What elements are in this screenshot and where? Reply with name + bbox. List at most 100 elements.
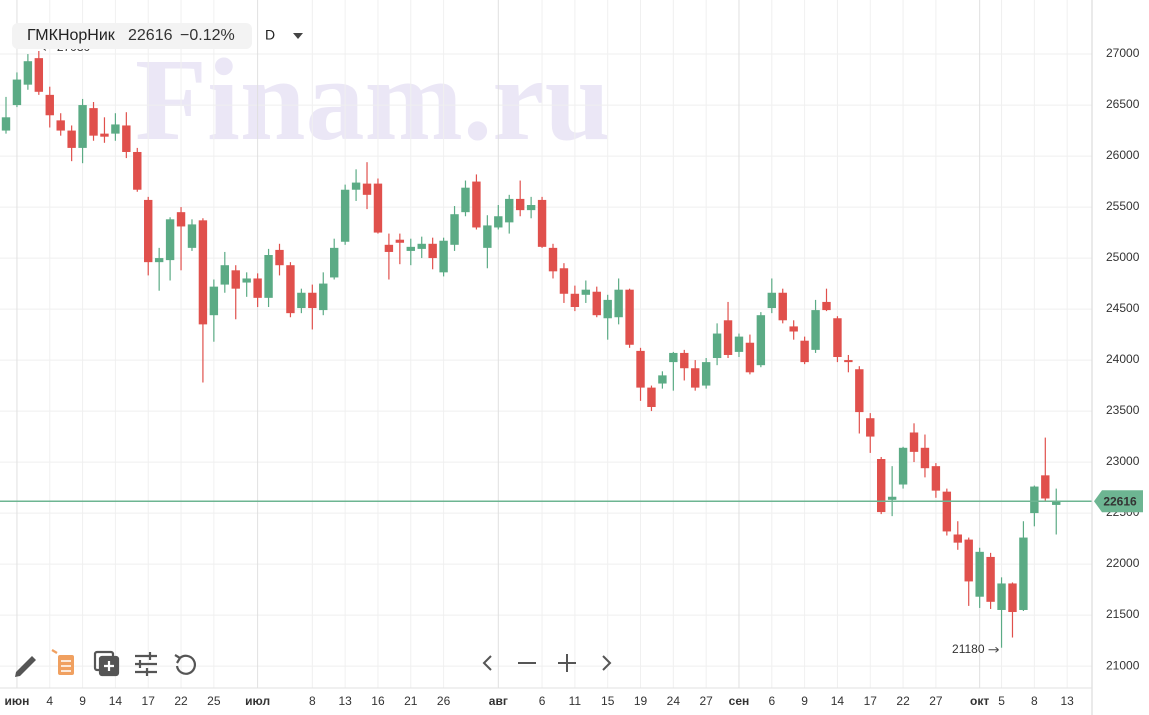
zoom-in[interactable] xyxy=(558,654,576,672)
candle-body xyxy=(1019,537,1028,610)
candle-body xyxy=(264,255,273,298)
x-tick-label: 13 xyxy=(1061,694,1075,708)
y-tick-label: 26000 xyxy=(1106,148,1140,162)
x-tick-label: авг xyxy=(489,694,508,708)
candle-body xyxy=(122,125,131,152)
candle-body xyxy=(712,333,722,359)
candle-body xyxy=(1041,475,1050,499)
x-tick-label: 27 xyxy=(929,694,943,708)
candle-body xyxy=(56,120,65,131)
ticker: ГМКНорНик xyxy=(27,27,116,44)
candle-body xyxy=(647,387,656,407)
candle-body xyxy=(964,539,973,582)
candle-body xyxy=(920,447,930,469)
candle-body xyxy=(953,534,962,543)
candle-body xyxy=(176,212,186,227)
x-tick-label: 9 xyxy=(801,694,808,708)
candle-body xyxy=(844,360,853,363)
candle-body xyxy=(548,247,558,272)
toolbar xyxy=(15,649,196,677)
candle-body xyxy=(231,270,240,289)
candle-body xyxy=(669,352,678,363)
candle-body xyxy=(340,189,350,242)
interval[interactable]: D xyxy=(265,27,275,43)
candle-body xyxy=(811,310,820,350)
min-annotation: 21180 xyxy=(952,642,985,656)
indicators-tool[interactable] xyxy=(51,649,74,675)
candle-body xyxy=(406,246,415,251)
candle-body xyxy=(144,199,153,263)
x-tick-label: 13 xyxy=(338,694,352,708)
candle-body xyxy=(319,283,328,311)
x-tick-label: сен xyxy=(729,694,750,708)
candle-body xyxy=(351,182,361,190)
candle-body xyxy=(942,491,952,532)
x-tick-label: 8 xyxy=(309,694,316,708)
candle-body xyxy=(581,289,591,295)
candle-body xyxy=(658,375,667,384)
x-tick-label: 21 xyxy=(404,694,418,708)
candle-body xyxy=(45,94,54,116)
candle-body xyxy=(767,292,776,309)
settings-tool[interactable] xyxy=(135,652,157,676)
candle-body xyxy=(898,447,908,485)
draw-tool[interactable] xyxy=(15,656,36,677)
candle-body xyxy=(78,105,87,148)
candle-body xyxy=(154,258,164,263)
candle-body xyxy=(67,130,76,148)
candle-body xyxy=(559,268,569,294)
x-tick-label: 19 xyxy=(634,694,648,708)
candle-body xyxy=(592,291,601,316)
candle-body xyxy=(330,247,339,278)
x-tick-label: 17 xyxy=(142,694,156,708)
y-tick-label: 21000 xyxy=(1106,658,1140,672)
candle-body xyxy=(603,299,612,319)
candle-body xyxy=(187,224,197,248)
candle-body xyxy=(220,265,229,285)
candle-body xyxy=(100,133,109,137)
candle-body xyxy=(701,362,711,386)
x-tick-label: 6 xyxy=(768,694,775,708)
x-tick-label: 15 xyxy=(601,694,615,708)
candle-body xyxy=(997,583,1006,610)
candle-body xyxy=(570,293,580,308)
scroll-left[interactable] xyxy=(482,655,492,671)
candle-body xyxy=(242,278,251,283)
x-tick-label: июл xyxy=(245,694,270,708)
candle-body xyxy=(734,336,744,352)
undo-tool[interactable] xyxy=(174,654,196,675)
candle-body xyxy=(395,239,405,243)
interval-dropdown[interactable] xyxy=(293,33,303,39)
candles xyxy=(0,51,1092,648)
candle-body xyxy=(887,496,897,500)
candle-body xyxy=(373,183,383,233)
price-change: −0.12% xyxy=(180,27,235,44)
candle-body xyxy=(537,199,547,247)
candle-body xyxy=(745,342,755,373)
add-chart-tool[interactable] xyxy=(93,650,120,677)
x-tick-label: 4 xyxy=(46,694,53,708)
x-tick-label: 5 xyxy=(998,694,1005,708)
candle-body xyxy=(789,326,798,332)
candle-body xyxy=(286,265,295,314)
candle-body xyxy=(133,151,142,190)
candle-body xyxy=(253,278,262,298)
scroll-right[interactable] xyxy=(602,655,612,671)
candle-body xyxy=(384,244,394,252)
x-tick-label: 8 xyxy=(1031,694,1038,708)
candle-body xyxy=(975,551,984,597)
navigation xyxy=(482,654,612,672)
candle-body xyxy=(515,198,525,211)
candle-body xyxy=(1052,501,1061,505)
ticker-box[interactable] xyxy=(12,23,252,49)
candle-body xyxy=(1030,486,1039,514)
x-tick-label: 26 xyxy=(437,694,451,708)
y-tick-label: 23500 xyxy=(1106,403,1140,417)
candle-body xyxy=(723,320,733,355)
x-tick-label: 22 xyxy=(896,694,910,708)
candle-body xyxy=(111,124,120,134)
candle-body xyxy=(34,58,44,92)
price-tag-label: 22616 xyxy=(1103,494,1137,508)
candle-body xyxy=(494,216,503,228)
